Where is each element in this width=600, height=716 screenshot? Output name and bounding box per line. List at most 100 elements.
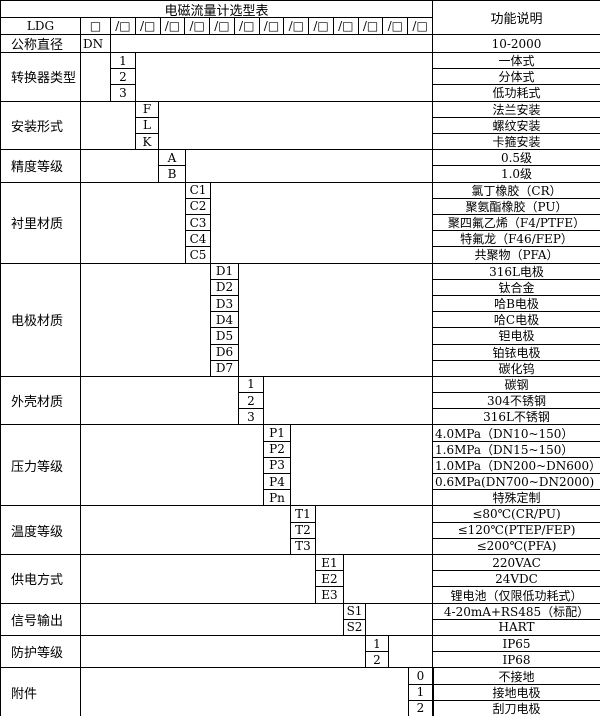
code-cell: B xyxy=(159,166,186,183)
model-slot: □ xyxy=(81,18,111,35)
group-label-diameter: 公称直径 xyxy=(1,35,81,53)
group-label: 信号输出 xyxy=(1,603,81,636)
desc-cell: 特殊定制 xyxy=(433,490,600,507)
blank-cell xyxy=(81,425,264,507)
desc-cell: 共聚物（PFA） xyxy=(433,247,600,264)
blank-cell xyxy=(211,182,433,264)
desc-cell: 接地电极 xyxy=(433,685,600,701)
blank-cell xyxy=(81,182,186,264)
blank-cell xyxy=(389,636,433,669)
desc-cell: 碳钢 xyxy=(433,377,600,394)
code-cell: C2 xyxy=(186,198,211,215)
code-cell: T3 xyxy=(291,538,316,556)
code-cell: S1 xyxy=(344,603,366,620)
blank-cell xyxy=(81,506,291,556)
group-label: 转换器类型 xyxy=(1,53,81,102)
table-title: 电磁流量计选型表 xyxy=(1,1,433,18)
blank-cell xyxy=(81,150,159,183)
group-label: 安装形式 xyxy=(1,101,81,151)
desc-cell: 220VAC xyxy=(433,555,600,572)
code-cell: 3 xyxy=(111,85,136,102)
model-slot: /□ xyxy=(333,18,359,35)
model-slot: /□ xyxy=(160,18,186,35)
code-cell: 0 xyxy=(409,668,433,685)
desc-cell: 不接地 xyxy=(433,668,600,685)
group-label: 电极材质 xyxy=(1,263,81,377)
desc-cell: 聚四氟乙烯（F4/PTFE） xyxy=(433,215,600,232)
blank-cell xyxy=(81,555,316,604)
desc-cell: IP65 xyxy=(433,636,600,653)
desc-cell: HART xyxy=(433,620,600,637)
desc-cell: ≤200℃(PFA) xyxy=(433,539,600,556)
desc-cell: 低功耗式 xyxy=(433,85,600,102)
code-cell: D5 xyxy=(211,328,239,345)
code-cell: E1 xyxy=(316,555,344,572)
group-label: 衬里材质 xyxy=(1,182,81,264)
code-cell: P3 xyxy=(264,457,291,475)
code-cell: D1 xyxy=(211,263,239,280)
desc-cell: 特氟龙（F46/FEP） xyxy=(433,231,600,248)
blank-cell xyxy=(264,376,433,426)
desc-cell: 刮刀电极 xyxy=(433,701,600,716)
group-label: 附件 xyxy=(1,668,81,716)
code-cell: K xyxy=(136,133,159,151)
desc-cell: 4-20mA+RS485（标配） xyxy=(433,604,600,620)
code-cell: S2 xyxy=(344,619,366,637)
desc-cell: 1.0MPa（DN200~DN600） xyxy=(433,458,600,475)
blank-cell xyxy=(316,506,433,556)
desc-cell: 卡箍安装 xyxy=(433,134,600,151)
blank-cell xyxy=(239,263,433,377)
desc-cell: 铂铱电极 xyxy=(433,345,600,361)
model-slot: /□ xyxy=(111,18,136,35)
desc-cell: 4.0MPa（DN10~150） xyxy=(433,425,600,442)
blank-cell xyxy=(366,603,433,636)
model-slot: /□ xyxy=(309,18,334,35)
code-cell: DN xyxy=(81,35,111,53)
code-cell: P1 xyxy=(264,425,291,442)
blank-cell xyxy=(81,376,239,426)
code-cell: D3 xyxy=(211,295,239,313)
model-slot: /□ xyxy=(259,18,285,35)
desc-cell: 氯丁橡胶（CR） xyxy=(433,183,600,199)
blank-cell xyxy=(81,263,211,377)
model-slot: /□ xyxy=(408,18,433,35)
code-cell: E3 xyxy=(316,587,344,604)
group-label: 压力等级 xyxy=(1,425,81,507)
code-cell: E2 xyxy=(316,571,344,588)
code-cell: A xyxy=(159,150,186,167)
code-cell: 1 xyxy=(111,53,136,70)
function-header: 功能说明 xyxy=(433,1,600,35)
code-cell: P4 xyxy=(264,474,291,491)
code-cell: T1 xyxy=(291,506,316,523)
blank-cell xyxy=(159,101,433,151)
desc-cell: 0.5级 xyxy=(433,150,600,167)
model-slot: /□ xyxy=(234,18,260,35)
desc-cell: 钛合金 xyxy=(433,280,600,296)
desc-cell: 聚氨酯橡胶（PU） xyxy=(433,199,600,215)
code-cell: C5 xyxy=(186,247,211,264)
model-slot: /□ xyxy=(383,18,409,35)
code-cell: C3 xyxy=(186,214,211,232)
blank-cell xyxy=(111,35,433,53)
blank-cell xyxy=(81,101,136,151)
desc-cell: 法兰安装 xyxy=(433,102,600,118)
code-cell: C4 xyxy=(186,231,211,248)
code-cell: 2 xyxy=(111,69,136,86)
desc-cell: ≤120℃(PTEP/FEP) xyxy=(433,523,600,539)
code-cell: D7 xyxy=(211,360,239,377)
blank-cell xyxy=(81,668,409,716)
code-cell: 2 xyxy=(409,700,433,716)
model-slot: /□ xyxy=(135,18,161,35)
group-label: 防护等级 xyxy=(1,636,81,669)
desc-cell: 304不锈钢 xyxy=(433,393,600,410)
code-cell: D4 xyxy=(211,312,239,329)
blank-cell xyxy=(81,636,366,669)
group-label: 供电方式 xyxy=(1,555,81,604)
code-cell: C1 xyxy=(186,182,211,199)
desc-cell: 1.0级 xyxy=(433,166,600,183)
code-cell: 2 xyxy=(366,652,389,669)
desc-cell: 10-2000 xyxy=(433,35,600,53)
group-label: 外壳材质 xyxy=(1,376,81,426)
model-slot: /□ xyxy=(185,18,211,35)
